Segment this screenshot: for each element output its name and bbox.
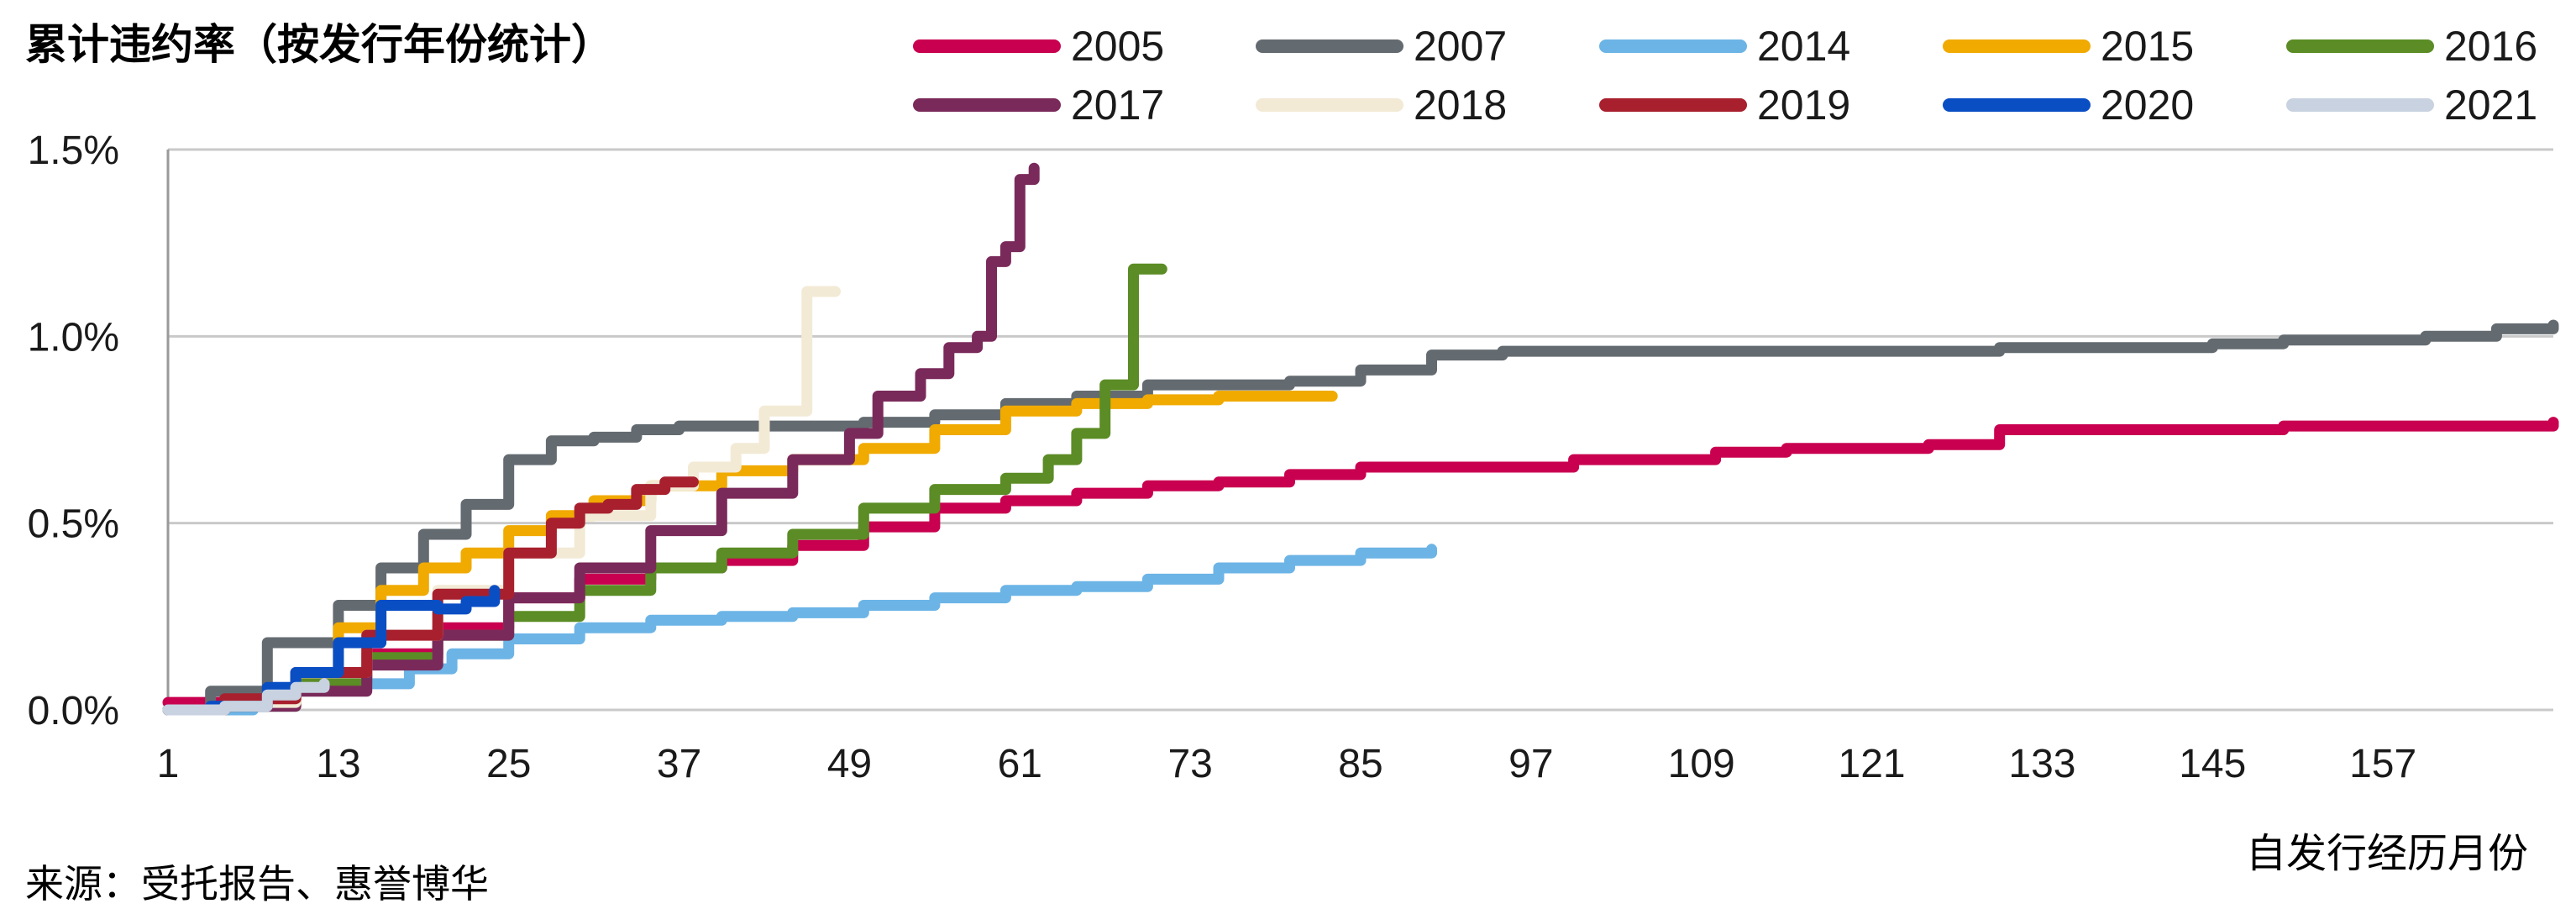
series-line-2021 [162,678,330,716]
x-tick-label: 133 [2008,742,2075,786]
legend-label-2015: 2015 [2101,23,2194,70]
x-tick-label: 37 [657,742,701,786]
legend-label-2016: 2016 [2444,23,2537,70]
x-tick-label: 25 [486,742,531,786]
series-line-2005 [162,417,2559,708]
legend-label-2018: 2018 [1414,81,1507,129]
legend-label-2019: 2019 [1757,81,1850,129]
x-tick-label: 73 [1167,742,1212,786]
x-tick-label: 85 [1338,742,1382,786]
y-tick-label: 1.0% [28,315,119,360]
x-tick-label: 109 [1668,742,1735,786]
y-tick-label: 1.5% [28,129,119,173]
series-line-2014 [162,544,1437,716]
x-tick-label: 1 [157,742,180,786]
x-tick-label: 145 [2179,742,2246,786]
y-axis-ticks: 0.0% 0.5% 1.0% 1.5% [28,129,119,733]
x-axis-label: 自发行经历月份 [2246,830,2528,877]
x-tick-label: 13 [316,742,360,786]
x-axis-ticks: 1 13 25 37 49 61 73 85 97 109 121 133 145 157 [157,742,2417,786]
legend-label-2014: 2014 [1757,23,1850,70]
x-tick-label: 97 [1508,742,1553,786]
chart-title: 累计违约率（按发行年份统计） [25,20,613,69]
legend: 2005 2007 2014 2015 2016 2017 2018 2019 2020 2021 [913,23,2537,129]
series-line-2007 [162,319,2559,716]
source-note: 来源：受托报告、惠誉博华 [25,861,489,906]
legend-label-2005: 2005 [1071,23,1164,70]
x-tick-label: 121 [1839,742,1906,786]
x-tick-label: 61 [998,742,1042,786]
legend-label-2007: 2007 [1414,23,1507,70]
x-tick-label: 49 [827,742,872,786]
legend-label-2017: 2017 [1071,81,1164,129]
x-tick-label: 157 [2349,742,2416,786]
legend-label-2020: 2020 [2101,81,2194,129]
legend-label-2021: 2021 [2444,81,2537,129]
series-lines [162,162,2559,716]
y-tick-label: 0.0% [28,689,119,733]
y-tick-label: 0.5% [28,502,119,547]
